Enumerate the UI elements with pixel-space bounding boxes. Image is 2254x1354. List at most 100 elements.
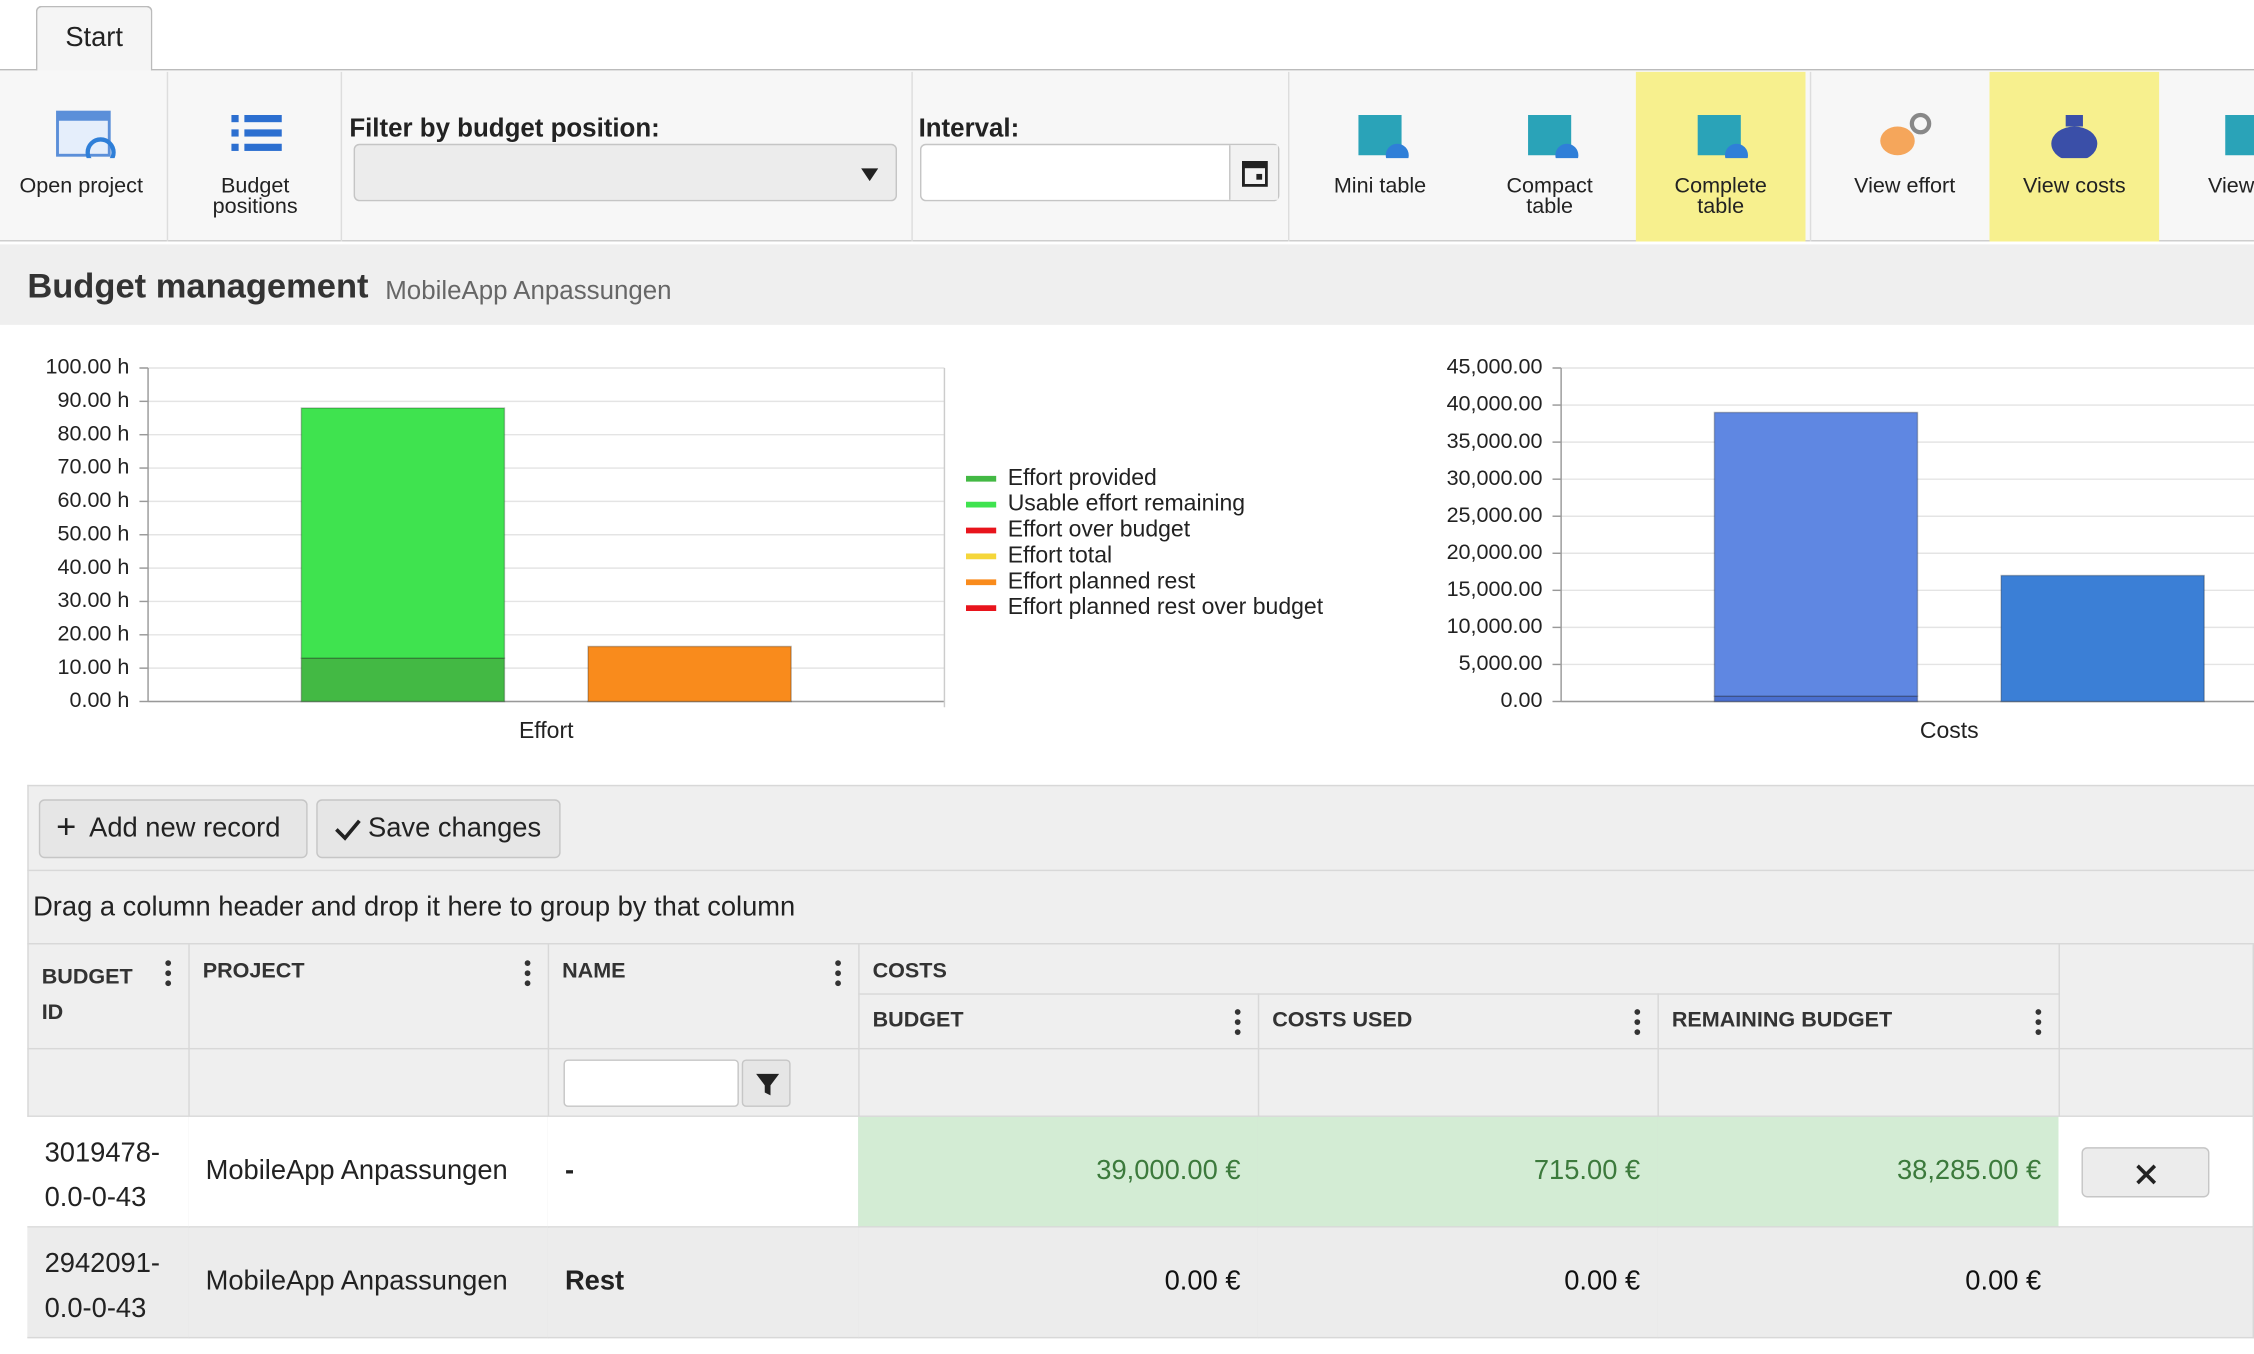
filter-cell	[27, 1047, 190, 1117]
filter-icon	[756, 1073, 780, 1096]
interval-label: Interval:	[918, 113, 1020, 143]
grid-cell: 3019478-0.0-0-43	[27, 1116, 190, 1228]
y-tick-label: 30,000.00	[1447, 465, 1543, 490]
grid-cell: 0.00 €	[1257, 1227, 1659, 1339]
page-title: Budget management	[27, 267, 369, 307]
y-tick-label: 100.00 h	[46, 354, 130, 379]
column-title: COSTS USED	[1272, 1007, 1413, 1033]
filter-cell	[1657, 1047, 2060, 1117]
y-tick-label: 80.00 h	[57, 420, 129, 445]
legend-label: Effort planned rest	[1008, 567, 1196, 593]
column-title: COSTS	[872, 958, 947, 984]
open-project-icon	[56, 110, 116, 159]
column-title: BUDGET	[872, 1007, 964, 1033]
interval-input[interactable]	[920, 143, 1280, 202]
add-record-button[interactable]: + Add new record	[38, 799, 308, 859]
grid-cell: 0.00 €	[858, 1227, 1260, 1339]
calendar-button[interactable]	[1229, 145, 1278, 200]
complete-table-button[interactable]: Complete table	[1674, 173, 1767, 219]
column-header[interactable]: PROJECT	[188, 944, 550, 1050]
filter-button[interactable]	[741, 1059, 791, 1107]
view-more-button[interactable]: View	[2208, 173, 2254, 199]
grid-cell: 715.00 €	[1257, 1116, 1659, 1228]
view-effort-button[interactable]: View effort	[1854, 173, 1956, 199]
grid-cell: 39,000.00 €	[858, 1116, 1260, 1228]
column-header[interactable]: REMAINING BUDGET	[1657, 993, 2060, 1050]
calendar-icon	[1242, 161, 1268, 187]
dropdown-arrow	[861, 168, 879, 182]
compact-table-button[interactable]: Compact table	[1506, 173, 1593, 219]
delete-button[interactable]	[2081, 1147, 2210, 1198]
save-changes-button[interactable]: Save changes	[316, 799, 561, 859]
view-costs-icon	[2051, 115, 2098, 159]
y-tick-label: 40.00 h	[57, 554, 129, 579]
legend-label: Effort total	[1008, 541, 1112, 567]
close-icon	[2135, 1164, 2156, 1184]
check-icon	[335, 819, 361, 841]
y-tick-label: 40,000.00	[1447, 391, 1543, 416]
view-costs-button[interactable]: View costs	[2022, 173, 2126, 199]
column-title: NAME	[562, 958, 626, 984]
y-tick-label: 20,000.00	[1447, 539, 1543, 564]
column-header[interactable]: COSTS USED	[1257, 993, 1659, 1050]
y-tick-label: 10.00 h	[57, 654, 129, 679]
budget-positions-button[interactable]: Budget positions	[212, 173, 298, 219]
y-tick-label: 70.00 h	[57, 454, 129, 479]
filter-cell	[188, 1047, 550, 1117]
grid-header	[27, 943, 2254, 1117]
column-header	[2058, 944, 2254, 1050]
filter-cell	[858, 1047, 1260, 1117]
y-tick-label: 50.00 h	[57, 520, 129, 545]
tab-line	[0, 69, 2254, 71]
grid-cell: MobileApp Anpassungen	[188, 1116, 550, 1228]
y-tick-label: 45,000.00	[1447, 354, 1543, 379]
y-tick-label: 0.00 h	[69, 687, 129, 712]
name-filter-input[interactable]	[563, 1059, 739, 1107]
group-hint: Drag a column header and drop it here to…	[33, 892, 796, 923]
save-changes-label: Save changes	[368, 813, 542, 844]
legend-label: Usable effort remaining	[1008, 490, 1245, 516]
filter-cell	[1257, 1047, 1659, 1117]
y-tick-label: 60.00 h	[57, 487, 129, 512]
grid-cell	[2058, 1227, 2254, 1339]
grid-cell: 2942091-0.0-0-43	[27, 1227, 190, 1339]
y-tick-label: 20.00 h	[57, 620, 129, 645]
y-tick-label: 90.00 h	[57, 387, 129, 412]
bar-segment	[2000, 574, 2205, 703]
legend-label: Effort planned rest over budget	[1008, 593, 1324, 619]
column-group-header: COSTS	[858, 944, 2060, 995]
open-project-button[interactable]: Open project	[19, 173, 143, 199]
highlight	[1635, 71, 1806, 242]
y-tick-label: 15,000.00	[1447, 576, 1543, 601]
bar-segment	[1713, 695, 1919, 703]
bar-segment	[300, 407, 506, 659]
grid-cell: 0.00 €	[1657, 1227, 2060, 1339]
legend-label: Effort over budget	[1008, 516, 1191, 542]
grid-cell: Rest	[547, 1227, 860, 1339]
y-tick-label: 0.00	[1501, 687, 1543, 712]
mini-table-button[interactable]: Mini table	[1333, 173, 1427, 199]
page-subtitle: MobileApp Anpassungen	[385, 276, 672, 305]
grid-cell: MobileApp Anpassungen	[188, 1227, 550, 1339]
plus-icon: +	[56, 807, 77, 847]
view-more-icon	[2225, 115, 2254, 156]
bar-segment	[587, 645, 792, 703]
budget-positions-icon	[231, 115, 282, 151]
tab[interactable]: Start	[35, 5, 153, 72]
x-axis-label: Effort	[519, 717, 574, 743]
column-header[interactable]: BUDGET	[858, 993, 1260, 1050]
complete-table-icon	[1697, 115, 1748, 159]
filter-label: Filter by budget position:	[349, 113, 660, 143]
column-title: BUDGET ID	[41, 964, 133, 1025]
mini-table-icon	[1358, 115, 1409, 159]
filter-cell	[547, 1047, 860, 1117]
charts: 0.00 h 10.00 h 20.00 h 30.00 h 40.00 h 50.00 …	[46, 354, 2254, 743]
column-header[interactable]: NAME	[547, 944, 860, 1050]
grid-cell: -	[547, 1116, 860, 1228]
bar-segment	[1713, 411, 1919, 697]
compact-table-icon	[1528, 115, 1579, 159]
filter-dropdown[interactable]	[353, 143, 897, 202]
column-header[interactable]: BUDGET ID	[27, 944, 190, 1050]
